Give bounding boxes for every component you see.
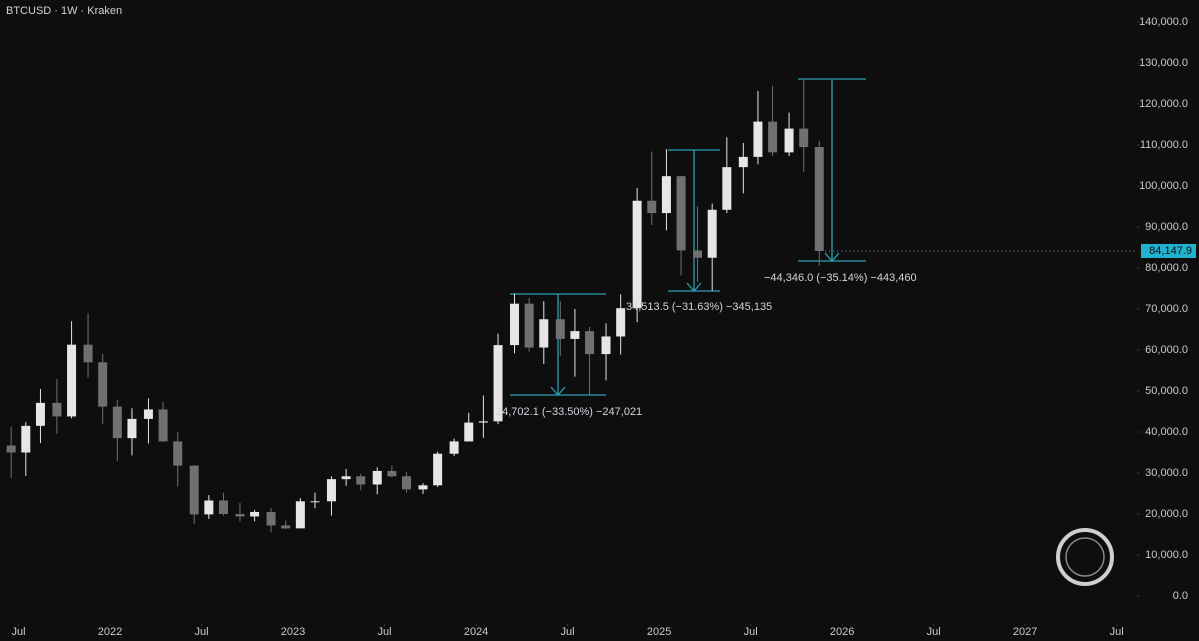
x-tick-label: 2027	[1013, 626, 1037, 638]
y-tick-label: 110,000.0	[1140, 139, 1188, 151]
x-tick-label: Jul	[744, 626, 758, 638]
candle-body	[310, 501, 320, 503]
measure-arrow	[686, 282, 702, 292]
candle-body	[784, 128, 794, 153]
candle-body	[464, 422, 474, 442]
candle-body	[510, 303, 520, 346]
candle-body	[478, 421, 488, 423]
candle-body	[326, 479, 336, 502]
y-tick-label: 120,000.0	[1139, 98, 1188, 110]
candle-body	[143, 409, 153, 419]
candle-body	[768, 121, 778, 153]
y-tick-label: 40,000.0	[1145, 426, 1188, 438]
x-tick-label: Jul	[378, 626, 392, 638]
y-tick-label: 0.0	[1173, 590, 1188, 602]
candle-body	[158, 409, 168, 442]
x-tick-label: 2024	[464, 626, 488, 638]
candle-body	[814, 147, 824, 251]
logo	[1056, 528, 1114, 586]
y-tick-label: 70,000.0	[1145, 303, 1188, 315]
candle-body	[127, 418, 137, 439]
x-tick-label: Jul	[194, 626, 208, 638]
candle-body	[341, 476, 351, 480]
candle-body	[632, 200, 642, 309]
candle-body	[799, 128, 809, 148]
candle-body	[753, 121, 763, 157]
candle-body	[402, 476, 412, 490]
candle-body	[387, 470, 397, 477]
logo-ring	[1056, 528, 1114, 586]
x-tick-label: 2023	[281, 626, 305, 638]
y-tick-label: 140,000.0	[1139, 16, 1188, 28]
candle-body	[250, 511, 260, 517]
y-tick-label: 30,000.0	[1145, 467, 1188, 479]
candle-body	[539, 319, 549, 348]
candle-body	[647, 200, 657, 214]
candle-body	[266, 511, 276, 526]
candle-body	[616, 308, 626, 337]
measure-tools	[510, 78, 866, 396]
candle-body	[21, 425, 31, 453]
candle-body	[570, 331, 580, 339]
candle-body	[83, 344, 93, 363]
measure-label: −44,346.0 (−35.14%) −443,460	[764, 272, 917, 284]
x-tick-label: 2026	[830, 626, 854, 638]
candle-body	[676, 176, 686, 251]
candle-body	[67, 344, 77, 417]
candle-body	[738, 156, 748, 168]
candle-body	[112, 406, 122, 439]
y-tick-label: 80,000.0	[1145, 262, 1188, 274]
candle-body	[372, 470, 382, 485]
logo-inner	[1065, 537, 1105, 577]
y-tick-label: 50,000.0	[1145, 385, 1188, 397]
candle-body	[555, 319, 565, 339]
y-tick-label: 60,000.0	[1145, 344, 1188, 356]
y-tick-label: 130,000.0	[1139, 57, 1188, 69]
candle-body	[356, 476, 366, 485]
candle-body	[6, 445, 16, 453]
x-tick-label: Jul	[561, 626, 575, 638]
y-tick-label: 10,000.0	[1145, 549, 1188, 561]
candle-body	[98, 362, 108, 407]
candle-body	[722, 167, 732, 210]
x-tick-label: Jul	[11, 626, 25, 638]
candle-body	[189, 465, 199, 515]
candle-body	[418, 485, 428, 490]
x-tick-label: Jul	[1110, 626, 1124, 638]
candle-body	[601, 336, 611, 355]
y-tick-label: 20,000.0	[1145, 508, 1188, 520]
measure-label: 34,513.5 (−31.63%) −345,135	[626, 301, 772, 313]
candle-body	[433, 453, 443, 486]
candle-body	[693, 250, 703, 258]
last-price-tag	[1141, 243, 1196, 258]
candle-body	[204, 500, 214, 515]
x-tick-label: 2022	[98, 626, 122, 638]
measure-label: 24,702.1 (−33.50%) −247,021	[496, 406, 642, 418]
candle-body	[52, 402, 62, 417]
candle-body	[35, 402, 45, 426]
last-price-label: 84,147.9	[1149, 245, 1192, 257]
measure-arrow	[824, 252, 840, 262]
candles	[6, 78, 824, 533]
candle-body	[524, 303, 534, 348]
candle-body	[493, 345, 503, 422]
y-tick-label: 100,000.0	[1139, 180, 1188, 192]
candle-body	[449, 441, 459, 454]
candle-body	[707, 209, 717, 258]
axes: 0.0 10,000.0 20,000.0 30,000.0 40,000.0 50,00…	[11, 16, 1188, 638]
candle-body	[661, 176, 671, 214]
y-tick-label: 90,000.0	[1145, 221, 1188, 233]
chart-title: BTCUSD · 1W · Kraken	[6, 5, 122, 17]
x-tick-label: Jul	[927, 626, 941, 638]
candle-body	[218, 500, 228, 514]
candle-body	[173, 441, 183, 466]
measure-arrow	[550, 386, 566, 396]
candle-body	[235, 514, 245, 517]
candle-body	[585, 331, 595, 355]
x-tick-label: 2025	[647, 626, 671, 638]
candle-body	[295, 501, 305, 529]
candle-body	[281, 525, 291, 529]
